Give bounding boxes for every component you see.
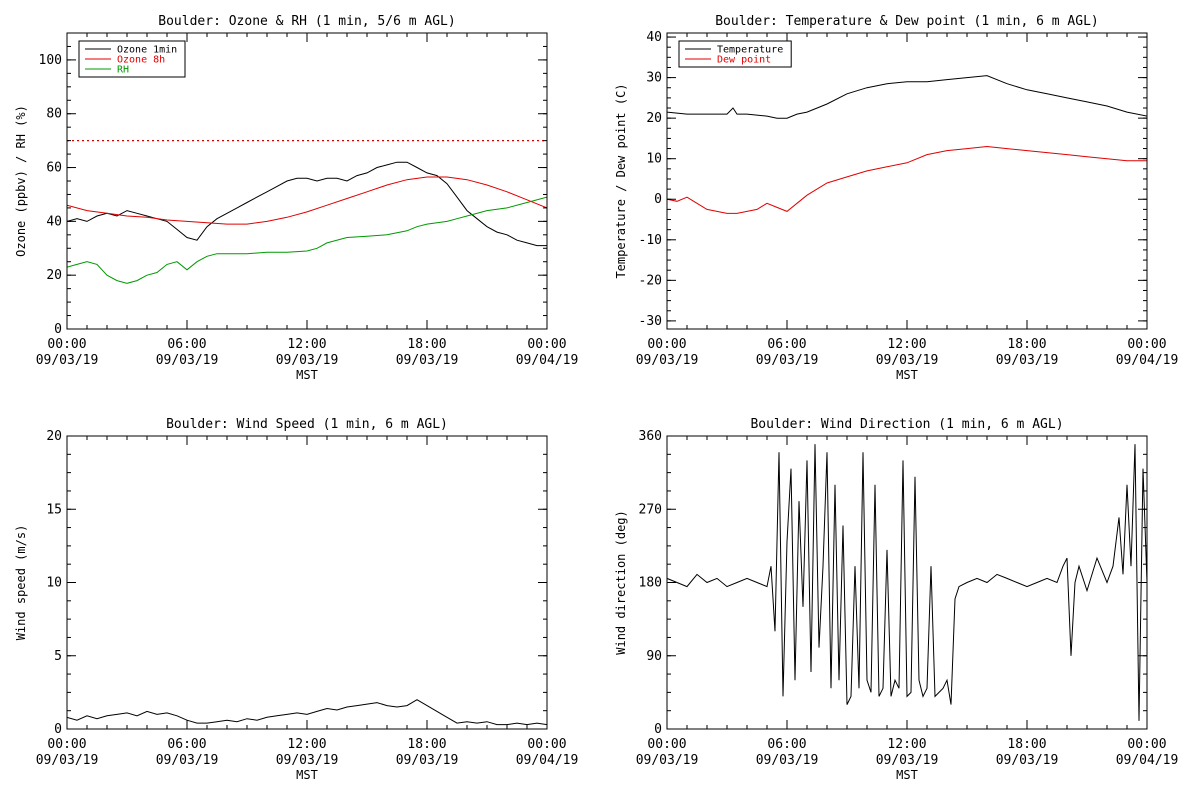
x-tick-label-date: 09/03/19: [156, 753, 219, 768]
x-tick-label-date: 09/03/19: [876, 753, 939, 768]
legend-label: Temperature: [717, 45, 783, 56]
y-tick-label: 60: [46, 161, 62, 176]
x-tick-label-date: 09/03/19: [636, 353, 699, 368]
y-tick-label: 10: [46, 576, 62, 591]
x-tick-label-time: 06:00: [167, 337, 206, 352]
chart-panel-1: Boulder: Temperature & Dew point (1 min,…: [614, 14, 1178, 382]
legend-label: Ozone 8h: [117, 55, 165, 66]
x-tick-label-time: 18:00: [407, 737, 446, 752]
series-line-0: [67, 699, 547, 726]
x-tick-label-date: 09/03/19: [876, 353, 939, 368]
x-tick-label-date: 09/03/19: [156, 353, 219, 368]
series-line-0: [667, 75, 1147, 119]
x-tick-label-time: 12:00: [887, 737, 926, 752]
x-axis-label: MST: [296, 768, 318, 782]
x-tick-label-date: 09/03/19: [636, 753, 699, 768]
plot-frame: [66, 435, 548, 730]
x-tick-label-time: 06:00: [767, 737, 806, 752]
x-tick-label-date: 09/04/19: [516, 753, 579, 768]
chart-panel-2: Boulder: Wind Speed (1 min, 6 m AGL) 0 5 10…: [14, 417, 578, 782]
x-tick-label-date: 09/03/19: [276, 753, 339, 768]
y-tick-label: 180: [639, 576, 662, 591]
y-axis-label: Ozone (ppbv) / RH (%): [14, 105, 28, 257]
y-tick-label: 5: [54, 649, 62, 664]
x-tick-label-date: 09/03/19: [996, 753, 1059, 768]
chart-title: Boulder: Temperature & Dew point (1 min,…: [715, 14, 1099, 29]
legend-label: Ozone 1min: [117, 45, 177, 56]
x-tick-label-date: 09/03/19: [396, 353, 459, 368]
y-tick-label: 20: [646, 111, 662, 126]
x-axis-label: MST: [896, 368, 918, 382]
x-tick-label-date: 09/04/19: [1116, 753, 1179, 768]
x-tick-label-time: 00:00: [47, 737, 86, 752]
x-tick-label-date: 09/03/19: [756, 753, 819, 768]
chart-panel-3: Boulder: Wind Direction (1 min, 6 m AGL)…: [614, 417, 1178, 782]
legend-box: [678, 40, 792, 68]
plot-frame: [666, 32, 1148, 330]
y-tick-label: 20: [46, 268, 62, 283]
y-tick-label: 0: [54, 322, 62, 337]
y-tick-label: 0: [654, 722, 662, 737]
y-tick-label: 20: [46, 429, 62, 444]
x-tick-label-date: 09/04/19: [1116, 353, 1179, 368]
legend-label: RH: [117, 65, 129, 76]
chart-title: Boulder: Wind Speed (1 min, 6 m AGL): [166, 417, 448, 432]
chart-title: Boulder: Ozone & RH (1 min, 5/6 m AGL): [158, 14, 455, 29]
y-tick-label: -10: [639, 233, 662, 248]
y-tick-label: 40: [46, 214, 62, 229]
x-tick-label-time: 12:00: [287, 737, 326, 752]
y-tick-label: 0: [654, 192, 662, 207]
x-tick-label-time: 00:00: [1127, 737, 1166, 752]
x-tick-label-time: 18:00: [1007, 737, 1046, 752]
y-axis-label: Temperature / Dew point (C): [614, 83, 628, 278]
x-tick-label-time: 00:00: [527, 337, 566, 352]
x-tick-label-time: 00:00: [527, 737, 566, 752]
x-tick-label-time: 00:00: [47, 337, 86, 352]
y-axis-label: Wind speed (m/s): [14, 525, 28, 641]
x-tick-label-time: 12:00: [287, 337, 326, 352]
x-tick-label-time: 18:00: [407, 337, 446, 352]
y-axis-label: Wind direction (deg): [614, 510, 628, 655]
legend-label: Dew point: [717, 55, 771, 66]
y-tick-label: 360: [639, 429, 662, 444]
chart-panel-0: Boulder: Ozone & RH (1 min, 5/6 m AGL) 0 2…: [14, 14, 578, 382]
x-tick-label-date: 09/03/19: [756, 353, 819, 368]
x-tick-label-time: 06:00: [767, 337, 806, 352]
chart-title: Boulder: Wind Direction (1 min, 6 m AGL): [750, 417, 1063, 432]
y-tick-label: 270: [639, 502, 662, 517]
y-tick-label: -20: [639, 273, 662, 288]
y-tick-label: 10: [646, 152, 662, 167]
y-tick-label: 15: [46, 502, 62, 517]
x-tick-label-time: 00:00: [1127, 337, 1166, 352]
x-axis-label: MST: [896, 768, 918, 782]
x-axis-label: MST: [296, 368, 318, 382]
y-tick-label: 0: [54, 722, 62, 737]
x-tick-label-date: 09/03/19: [36, 753, 99, 768]
x-tick-label-time: 12:00: [887, 337, 926, 352]
y-tick-label: 90: [646, 649, 662, 664]
x-tick-label-date: 09/04/19: [516, 353, 579, 368]
x-tick-label-date: 09/03/19: [36, 353, 99, 368]
y-tick-label: 40: [646, 30, 662, 45]
series-line-2: [67, 196, 547, 284]
x-tick-label-date: 09/03/19: [996, 353, 1059, 368]
series-line-1: [667, 145, 1147, 214]
x-tick-label-time: 00:00: [647, 737, 686, 752]
x-tick-label-time: 06:00: [167, 737, 206, 752]
x-tick-label-date: 09/03/19: [276, 353, 339, 368]
x-tick-label-time: 00:00: [647, 337, 686, 352]
series-line-0: [67, 161, 547, 247]
series-line-0: [667, 444, 1147, 721]
x-tick-label-time: 18:00: [1007, 337, 1046, 352]
series-line-1: [67, 176, 547, 225]
x-tick-label-date: 09/03/19: [396, 753, 459, 768]
y-tick-label: 30: [646, 71, 662, 86]
y-tick-label: 80: [46, 107, 62, 122]
y-tick-label: 100: [39, 53, 62, 68]
y-tick-label: -30: [639, 314, 662, 329]
